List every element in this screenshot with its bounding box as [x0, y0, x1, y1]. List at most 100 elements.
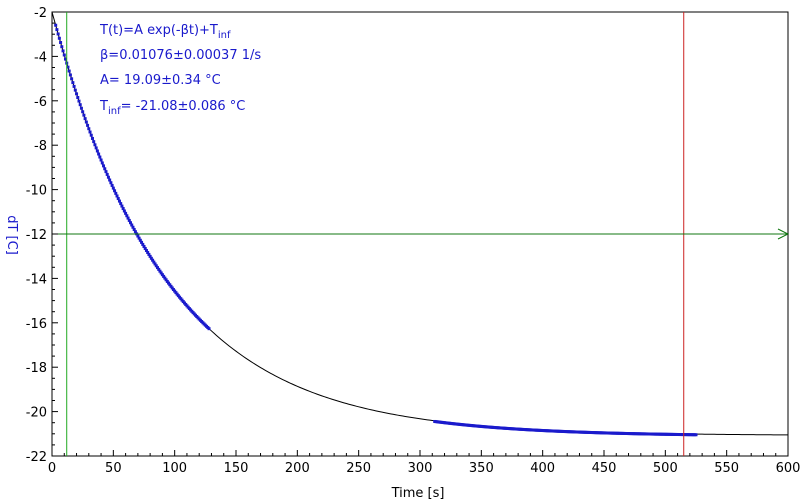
- data-point: [56, 32, 60, 36]
- data-point: [104, 170, 108, 174]
- data-layer: [51, 11, 789, 437]
- data-point: [76, 95, 80, 99]
- data-point: [82, 113, 86, 117]
- data-point: [89, 133, 93, 137]
- y-axis-label: dT [C]: [4, 215, 19, 255]
- data-point: [138, 238, 142, 242]
- y-tick-label: -18: [26, 361, 47, 376]
- x-tick-label: 550: [714, 461, 739, 476]
- data-point: [162, 274, 166, 278]
- data-point: [116, 197, 120, 201]
- data-point: [129, 221, 133, 225]
- x-tick-label: 450: [592, 461, 617, 476]
- data-point: [67, 69, 71, 73]
- data-point: [137, 236, 141, 240]
- data-point: [90, 136, 94, 140]
- data-point: [54, 23, 58, 27]
- data-point: [151, 258, 155, 262]
- data-point: [127, 218, 131, 222]
- x-axis-label: Time [s]: [391, 486, 445, 501]
- x-tick-label: 500: [653, 461, 678, 476]
- fit-amplitude: A= 19.09±0.34 °C: [100, 73, 221, 88]
- data-point: [170, 286, 174, 290]
- data-point: [115, 194, 119, 198]
- data-point: [92, 140, 96, 144]
- data-point: [66, 65, 70, 69]
- data-point: [158, 269, 162, 273]
- data-point: [81, 110, 85, 114]
- y-tick-label: -12: [26, 228, 47, 243]
- data-point: [159, 271, 163, 275]
- data-point: [174, 291, 178, 295]
- data-point: [84, 120, 88, 124]
- data-point: [154, 264, 158, 268]
- data-point: [68, 73, 72, 77]
- y-tick-label: -16: [26, 317, 47, 332]
- data-point: [168, 283, 172, 287]
- data-point: [141, 242, 145, 246]
- data-point: [109, 181, 113, 185]
- data-point: [169, 284, 173, 288]
- data-point: [94, 146, 98, 150]
- data-point: [142, 244, 146, 248]
- data-point: [93, 143, 97, 147]
- data-point: [105, 172, 109, 176]
- data-point: [100, 161, 104, 165]
- data-point: [98, 155, 102, 159]
- data-point: [163, 276, 167, 280]
- x-tick-label: 600: [776, 461, 800, 476]
- data-point: [164, 278, 168, 282]
- data-point: [147, 252, 151, 256]
- x-tick-label: 200: [285, 461, 310, 476]
- data-point: [126, 216, 130, 220]
- cursor-layer[interactable]: [52, 12, 790, 456]
- data-point: [130, 223, 134, 227]
- data-point: [207, 327, 211, 331]
- data-point: [95, 149, 99, 153]
- data-point: [88, 130, 92, 134]
- data-point: [121, 207, 125, 211]
- data-point: [86, 123, 90, 127]
- data-point: [77, 99, 81, 103]
- data-point: [131, 225, 135, 229]
- data-point: [62, 53, 66, 57]
- fit-beta: β=0.01076±0.00037 1/s: [100, 48, 261, 63]
- data-point: [59, 41, 63, 45]
- data-point: [108, 178, 112, 182]
- data-point: [110, 183, 114, 187]
- y-tick-label: -4: [34, 50, 47, 65]
- data-point: [63, 57, 67, 61]
- data-point: [173, 289, 177, 293]
- data-point: [71, 81, 75, 85]
- data-point: [153, 262, 157, 266]
- data-point: [157, 267, 161, 271]
- x-tick-label: 0: [48, 461, 56, 476]
- data-point: [99, 158, 103, 162]
- data-point: [167, 281, 171, 285]
- data-point: [103, 167, 107, 171]
- data-point: [160, 273, 164, 277]
- y-tick-label: -10: [26, 184, 47, 199]
- data-point: [124, 211, 128, 215]
- x-tick-label: 400: [530, 461, 555, 476]
- data-point: [111, 186, 115, 190]
- axis-layer: 0 50 100 150 200 250 300 350 400 450 500 550 600 -2 -4…: [26, 6, 800, 476]
- data-point: [61, 49, 65, 53]
- data-point: [73, 88, 77, 92]
- data-point: [148, 254, 152, 258]
- data-point: [140, 240, 144, 244]
- data-point: [119, 202, 123, 206]
- x-tick-label: 100: [162, 461, 187, 476]
- data-point: [70, 77, 74, 81]
- data-point: [132, 227, 136, 231]
- data-point: [165, 279, 169, 283]
- data-point: [155, 266, 159, 270]
- data-point: [79, 106, 83, 110]
- data-point: [83, 117, 87, 121]
- data-point: [114, 191, 118, 195]
- horizontal-cursor-arrow-icon[interactable]: [777, 228, 790, 240]
- y-tick-label: -2: [34, 6, 47, 21]
- data-point: [136, 234, 140, 238]
- x-tick-label: 250: [346, 461, 371, 476]
